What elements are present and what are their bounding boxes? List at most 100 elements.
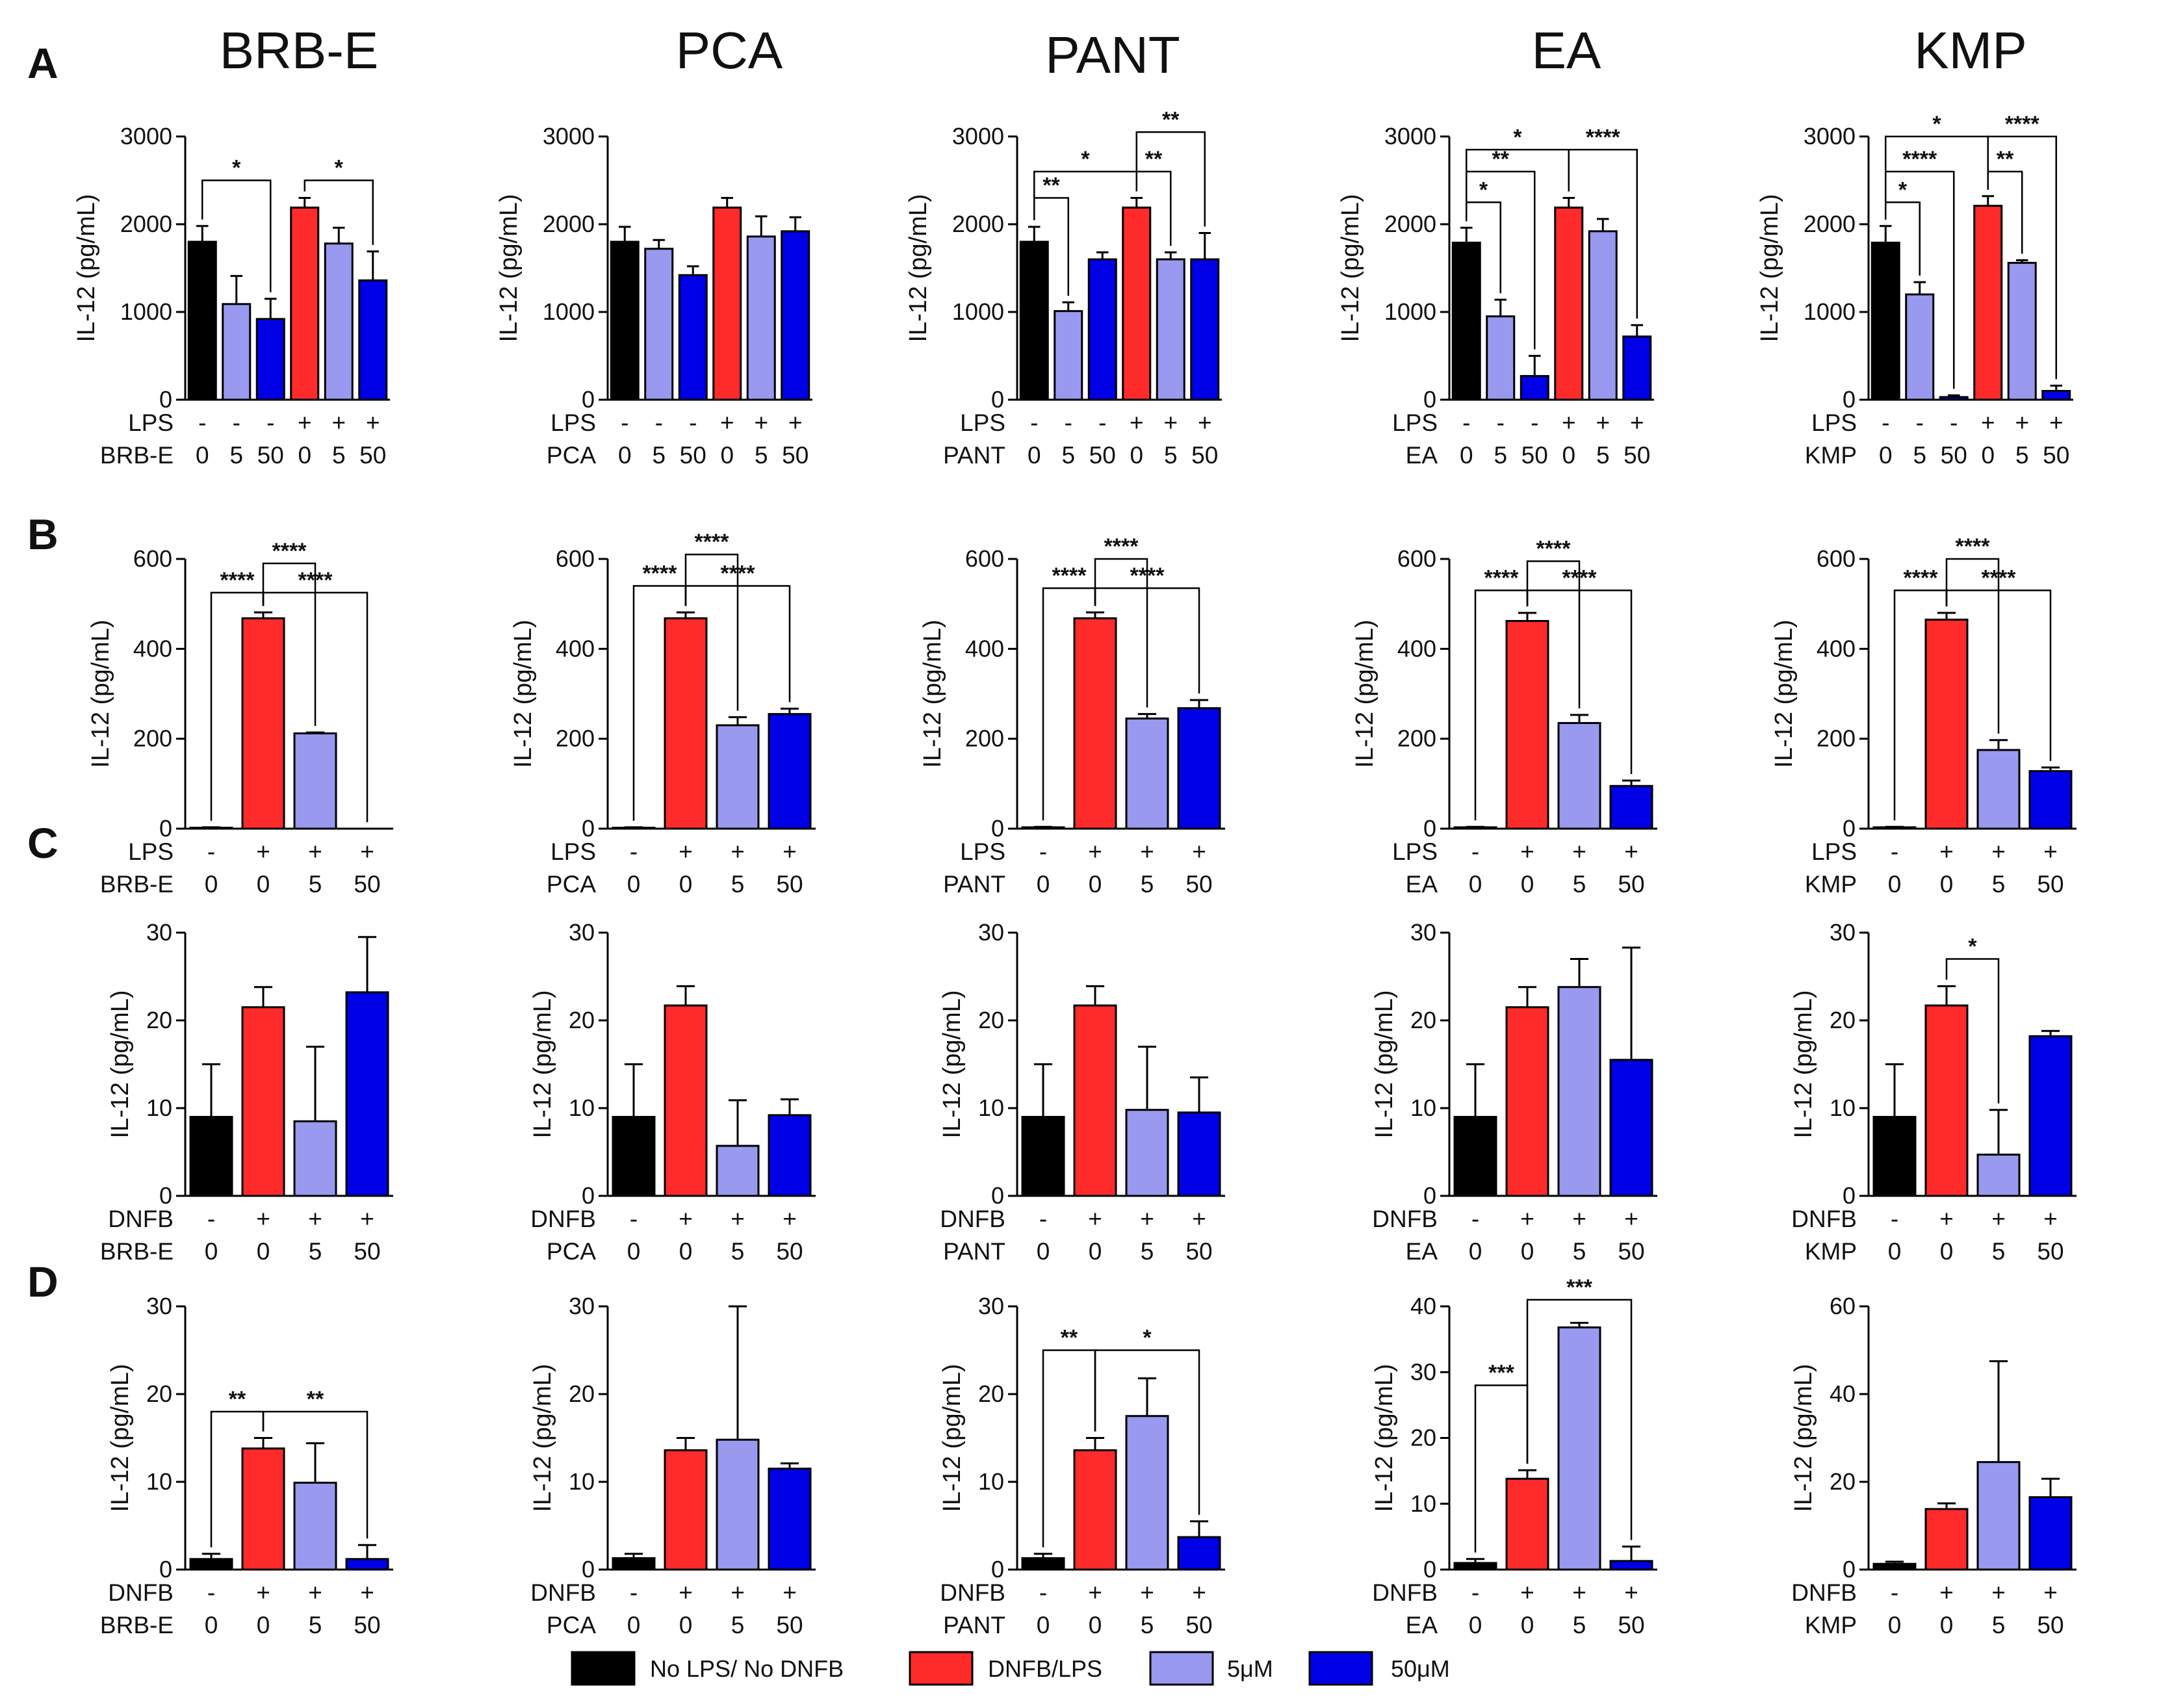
bar xyxy=(1976,749,2021,830)
bar xyxy=(1976,1154,2021,1197)
bar xyxy=(664,1004,708,1197)
stim-mark: + xyxy=(788,409,803,436)
y-tick-label: 2000 xyxy=(952,211,1004,237)
bar xyxy=(1177,707,1221,830)
stim-mark: + xyxy=(2043,1579,2058,1606)
significance-bracket xyxy=(262,591,369,822)
conc-label: 0 xyxy=(257,1238,270,1265)
y-tick-label: 200 xyxy=(965,725,1004,752)
significance-bracket xyxy=(262,1410,369,1539)
bar xyxy=(1905,293,1935,401)
stim-row-label: LPS xyxy=(1811,838,1857,865)
significance-bracket xyxy=(1135,131,1206,227)
significance-label: **** xyxy=(1956,534,1991,559)
conc-label: 50 xyxy=(1941,442,1967,469)
bar xyxy=(1190,258,1220,401)
stim-mark: + xyxy=(1624,838,1638,865)
stim-mark: + xyxy=(679,838,693,865)
stim-mark: + xyxy=(1624,1206,1638,1232)
y-tick-label: 10 xyxy=(146,1094,172,1121)
conc-label: 5 xyxy=(1494,442,1507,469)
significance-bracket xyxy=(1526,560,1581,709)
bar xyxy=(1125,1109,1169,1197)
significance-bracket xyxy=(262,562,317,726)
stim-mark: - xyxy=(655,409,663,436)
legend-swatch-5um xyxy=(1149,1651,1214,1686)
stim-mark: + xyxy=(308,1206,322,1232)
y-tick-label: 30 xyxy=(978,1293,1004,1319)
stim-mark: + xyxy=(1192,838,1206,865)
y-axis-label: IL-12 (pg/mL) xyxy=(529,1364,556,1512)
stim-mark: + xyxy=(1562,409,1576,436)
y-tick-label: 20 xyxy=(1410,1425,1436,1451)
bar xyxy=(716,1145,760,1197)
y-tick-label: 3000 xyxy=(120,123,172,149)
y-axis-label: IL-12 (pg/mL) xyxy=(495,194,523,342)
stim-mark: + xyxy=(2015,409,2029,436)
row-labels: A B C D xyxy=(27,39,58,1306)
significance-label: ** xyxy=(1997,147,2014,172)
bar xyxy=(1125,1415,1169,1571)
conc-label: 0 xyxy=(1981,442,1995,469)
y-tick-label: 0 xyxy=(991,1182,1004,1209)
bar xyxy=(2028,1496,2073,1571)
bar xyxy=(293,1481,337,1571)
y-tick-label: 600 xyxy=(556,545,595,572)
conc-label: 50 xyxy=(776,1238,803,1265)
panel-d-pca: 0 10 20 30 IL-12 (pg/mL) DNFB PCA - + + +0 0 5 50 xyxy=(529,1293,816,1638)
stim-mark: - xyxy=(1531,409,1538,436)
conc-label: 0 xyxy=(1879,442,1893,469)
y-tick-label: 30 xyxy=(146,1293,172,1319)
bar xyxy=(1924,1004,1969,1197)
y-tick-label: 0 xyxy=(1843,386,1856,413)
stim-mark: + xyxy=(1088,1579,1102,1606)
y-axis-label: IL-12 (pg/mL) xyxy=(1337,194,1364,342)
y-tick-label: 200 xyxy=(556,725,595,752)
stim-mark: + xyxy=(1198,409,1212,436)
conc-label: 0 xyxy=(205,871,218,898)
conc-label: 0 xyxy=(679,1238,693,1265)
stim-mark: + xyxy=(256,1206,270,1232)
conc-label: 5 xyxy=(731,1612,745,1638)
significance-bracket xyxy=(1526,1299,1633,1540)
bar xyxy=(781,230,810,401)
panel-c-pca: 0 10 20 30 IL-12 (pg/mL) DNFB PCA - + + +0 0 5 50 xyxy=(529,919,816,1265)
panel-d-kmp: 0 20 40 60 IL-12 (pg/mL) DNFB KMP - + + +0 0 5 50 xyxy=(1790,1293,2077,1638)
conc-label: 5 xyxy=(229,442,243,469)
y-axis-label: IL-12 (pg/mL) xyxy=(107,990,134,1138)
conc-label: 5 xyxy=(1573,1612,1586,1638)
y-tick-label: 0 xyxy=(1843,1556,1856,1583)
conc-label: 0 xyxy=(257,1612,270,1638)
compound-row-label: BRB-E xyxy=(100,1238,174,1265)
significance-label: * xyxy=(1898,177,1908,202)
conc-label: 50 xyxy=(2037,1612,2064,1638)
conc-label: 0 xyxy=(1037,1612,1050,1638)
conc-label: 5 xyxy=(731,1238,745,1265)
y-tick-label: 10 xyxy=(978,1094,1004,1121)
y-tick-label: 0 xyxy=(991,386,1004,413)
compound-row-label: PANT xyxy=(943,442,1005,469)
bar xyxy=(1073,1004,1117,1197)
bar xyxy=(644,248,674,401)
conc-label: 0 xyxy=(205,1238,218,1265)
stim-mark: + xyxy=(1140,1206,1154,1232)
panel-c-ea: 0 10 20 30 IL-12 (pg/mL) DNFB EA - + + +0 0 5 50 xyxy=(1371,919,1657,1265)
y-tick-label: 0 xyxy=(582,386,595,413)
conc-label: 50 xyxy=(1521,442,1548,469)
conc-label: 0 xyxy=(627,871,641,898)
significance-label: ** xyxy=(1162,107,1180,132)
conc-label: 0 xyxy=(1089,871,1102,898)
compound-row-label: KMP xyxy=(1805,871,1857,898)
significance-bracket xyxy=(1094,587,1200,694)
bar xyxy=(768,1468,812,1571)
significance-label: * xyxy=(1932,112,1941,136)
bar xyxy=(1973,205,2003,401)
panel-c-kmp: 0 10 20 30 IL-12 (pg/mL) DNFB KMP - + + +0 0 5 50 * xyxy=(1790,919,2077,1265)
bar xyxy=(241,1006,285,1197)
stim-mark: + xyxy=(360,838,374,865)
conc-label: 5 xyxy=(1913,442,1926,469)
